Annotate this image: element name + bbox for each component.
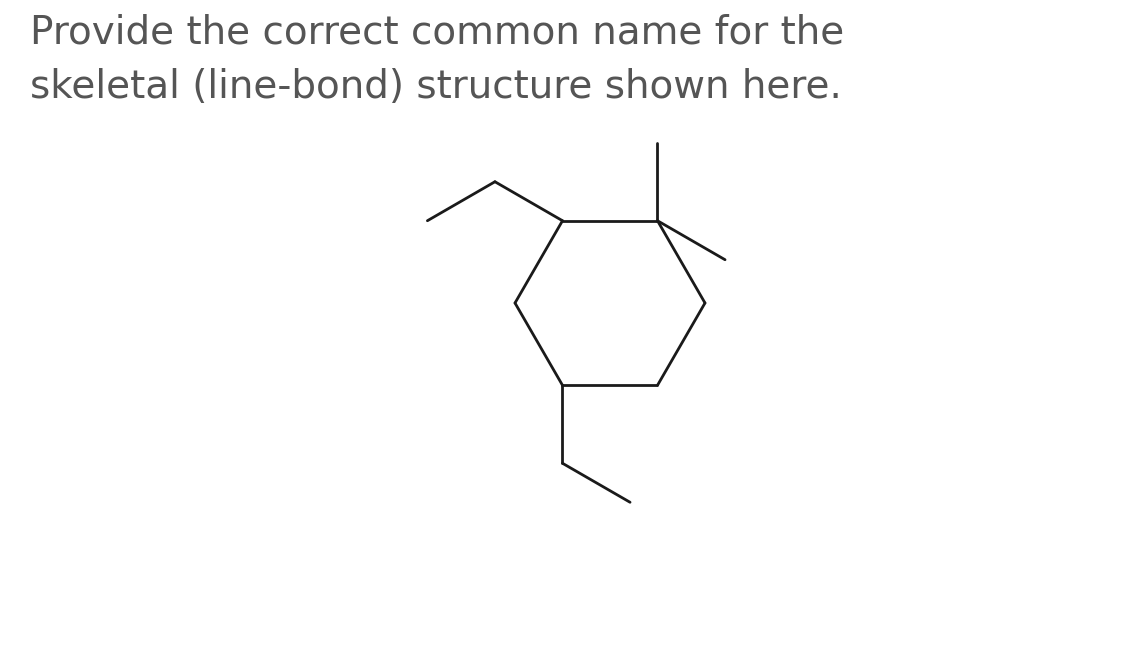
- Text: skeletal (line-bond) structure shown here.: skeletal (line-bond) structure shown her…: [30, 68, 842, 106]
- Text: Provide the correct common name for the: Provide the correct common name for the: [30, 13, 845, 51]
